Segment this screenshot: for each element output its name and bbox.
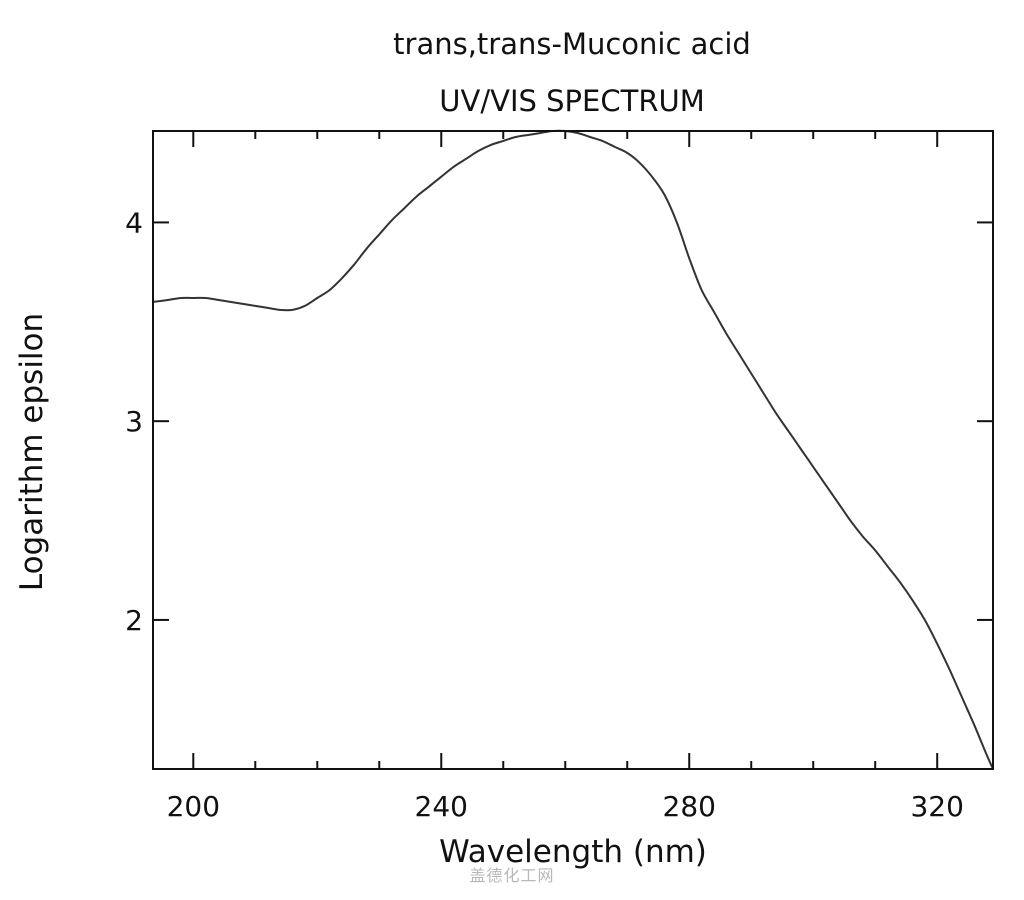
x-tick-label: 240 [415, 790, 468, 823]
chart-title: trans,trans-Muconic acid [393, 27, 751, 61]
axis-ticks [153, 131, 993, 769]
x-tick-label: 200 [167, 790, 220, 823]
spectrum-line [152, 129, 994, 770]
x-tick-label: 320 [910, 790, 963, 823]
x-axis-label: Wavelength (nm) [439, 834, 707, 870]
plot-area-frame [152, 130, 994, 770]
y-tick-label: 4 [125, 206, 143, 239]
chart-subtitle: UV/VIS SPECTRUM [439, 84, 704, 118]
watermark-text: 盖德化工网 [469, 866, 555, 885]
axis-tick-labels: 200 240 280 320 2 3 4 [125, 206, 964, 823]
y-axis-label: Logarithm epsilon [14, 313, 50, 591]
x-tick-label: 280 [663, 790, 716, 823]
y-tick-label: 3 [125, 405, 143, 438]
y-tick-label: 2 [125, 604, 143, 637]
